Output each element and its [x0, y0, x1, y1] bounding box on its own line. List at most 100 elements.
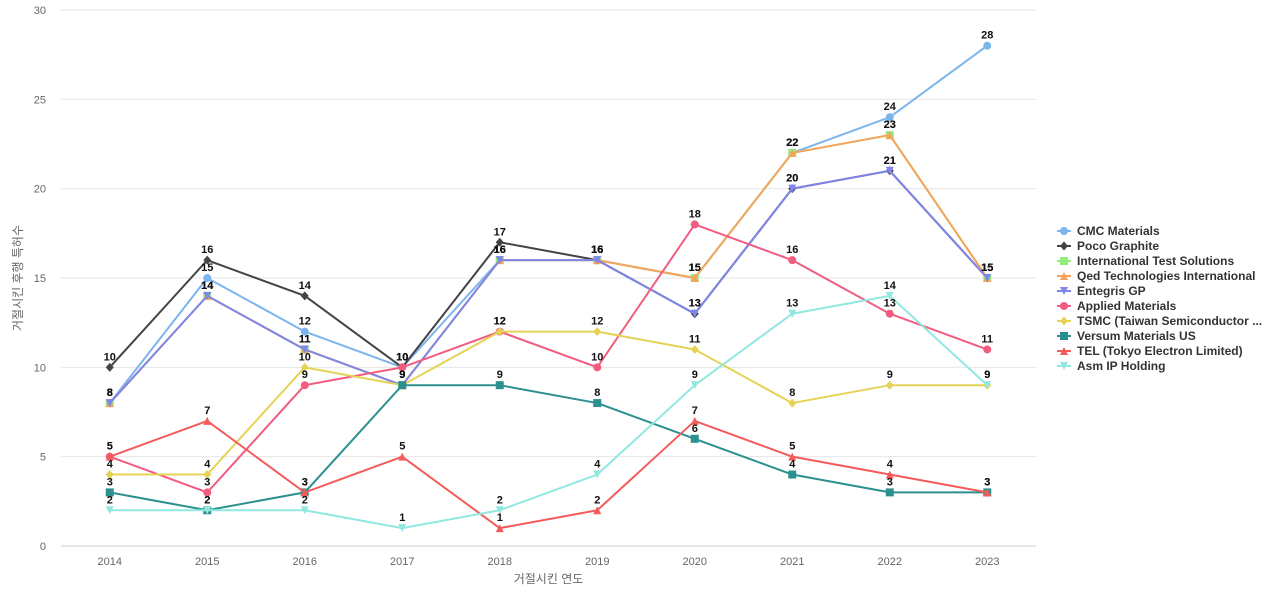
data-label: 22 — [786, 137, 798, 149]
series-line — [109, 330, 988, 476]
legend-marker — [1060, 257, 1068, 265]
data-label: 2 — [594, 494, 600, 506]
legend-marker — [1060, 347, 1068, 355]
data-point — [398, 363, 407, 372]
data-label: 9 — [887, 369, 893, 381]
data-label: 9 — [399, 369, 405, 381]
data-point — [203, 274, 212, 282]
data-point — [495, 256, 504, 265]
data-label: 4 — [107, 459, 114, 471]
data-point — [300, 381, 309, 390]
legend-item-poco-graphite[interactable]: Poco Graphite — [1057, 239, 1159, 253]
data-label: 15 — [689, 262, 701, 274]
data-label: 11 — [981, 333, 993, 345]
data-point — [885, 309, 894, 318]
series-line — [109, 419, 988, 530]
data-point — [593, 256, 602, 265]
data-label: 16 — [591, 244, 603, 256]
data-label: 3 — [984, 476, 990, 488]
data-label: 8 — [789, 387, 795, 399]
data-label: 4 — [204, 459, 211, 471]
legend-marker — [1060, 316, 1068, 326]
data-point — [690, 220, 699, 229]
data-label: 8 — [107, 387, 113, 399]
x-tick-label: 2019 — [585, 556, 609, 568]
series-tel-tokyo-electron-limited — [105, 416, 992, 533]
legend-item-applied-materials[interactable]: Applied Materials — [1057, 299, 1177, 313]
data-point — [983, 345, 992, 354]
data-label: 1 — [497, 512, 503, 524]
data-point — [203, 416, 212, 425]
legend-item-entegris-gp[interactable]: Entegris GP — [1057, 284, 1146, 298]
legend-marker — [1060, 302, 1068, 310]
series-versum-materials-us — [105, 381, 992, 515]
data-label: 9 — [984, 369, 990, 381]
data-label: 9 — [399, 369, 405, 381]
data-label: 12 — [494, 316, 506, 328]
legend-marker — [1060, 227, 1068, 235]
legend-item-cmc-materials[interactable]: CMC Materials — [1057, 224, 1160, 238]
legend-item-tel-tokyo-electron-limited[interactable]: TEL (Tokyo Electron Limited) — [1057, 344, 1243, 358]
data-label: 5 — [789, 441, 795, 453]
data-label: 16 — [591, 244, 603, 256]
x-tick-label: 2023 — [975, 556, 999, 568]
series-poco-graphite — [105, 166, 992, 372]
data-label: 9 — [399, 369, 405, 381]
data-label: 11 — [299, 333, 311, 345]
y-tick-label: 15 — [34, 273, 46, 285]
data-label: 3 — [302, 476, 308, 488]
data-label: 8 — [107, 387, 113, 399]
data-point — [300, 327, 309, 336]
series-applied-materials — [105, 220, 992, 497]
legend-item-international-test-solutions[interactable]: International Test Solutions — [1057, 254, 1234, 268]
legend-item-tsmc-taiwan-semiconductor[interactable]: TSMC (Taiwan Semiconductor ... — [1057, 314, 1262, 328]
data-label: 3 — [302, 476, 308, 488]
data-label: 16 — [591, 244, 603, 256]
data-label: 16 — [494, 244, 506, 256]
data-point — [885, 113, 894, 122]
legend-label: Asm IP Holding — [1077, 359, 1165, 373]
data-label: 22 — [786, 137, 798, 149]
data-label: 14 — [299, 280, 312, 292]
legend-label: International Test Solutions — [1077, 254, 1234, 268]
data-point — [690, 344, 699, 354]
data-label: 21 — [884, 155, 896, 167]
x-axis-title: 거절시킨 연도 — [514, 572, 584, 586]
data-point — [885, 166, 894, 175]
data-point — [203, 291, 212, 300]
data-label: 16 — [591, 244, 603, 256]
data-label: 10 — [591, 351, 603, 363]
series-entegris-gp — [105, 166, 992, 408]
legend-item-versum-materials-us[interactable]: Versum Materials US — [1057, 329, 1196, 343]
data-point — [885, 488, 894, 497]
data-point — [495, 506, 504, 515]
data-label: 12 — [299, 316, 311, 328]
data-label: 11 — [299, 333, 311, 345]
data-label: 11 — [299, 333, 311, 345]
legend-item-asm-ip-holding[interactable]: Asm IP Holding — [1057, 359, 1165, 373]
data-label: 9 — [984, 369, 990, 381]
data-point — [300, 291, 309, 301]
data-label: 6 — [692, 423, 698, 435]
x-tick-label: 2014 — [98, 556, 122, 568]
data-point — [105, 399, 114, 408]
series-line — [109, 169, 988, 404]
data-label: 3 — [107, 476, 113, 488]
data-label: 11 — [689, 333, 701, 345]
legend-item-qed-technologies-international[interactable]: Qed Technologies International — [1057, 269, 1255, 283]
data-point — [300, 362, 309, 372]
data-label: 21 — [884, 155, 896, 167]
data-label: 18 — [689, 208, 701, 220]
legend-marker — [1060, 332, 1068, 340]
data-label: 14 — [201, 280, 214, 292]
data-label: 10 — [396, 351, 408, 363]
data-label: 10 — [396, 351, 408, 363]
data-label: 15 — [981, 262, 993, 274]
data-label: 15 — [981, 262, 993, 274]
data-label: 2 — [107, 494, 113, 506]
data-point — [105, 488, 114, 497]
series-asm-ip-holding — [105, 291, 992, 533]
data-point — [593, 506, 602, 515]
